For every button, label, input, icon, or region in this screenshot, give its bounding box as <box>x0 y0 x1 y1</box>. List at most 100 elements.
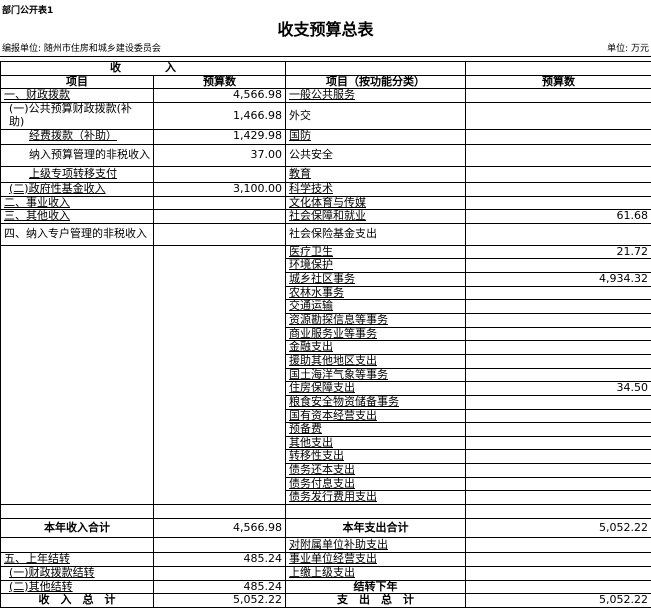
table-row: (一)财政拨款结转上缴上级支出 <box>1 567 651 581</box>
table-cell: 农林水事务 <box>286 286 466 300</box>
table-cell <box>466 327 651 341</box>
table-cell <box>466 223 651 245</box>
table-row <box>1 505 651 519</box>
table-cell <box>154 538 286 553</box>
table-cell: 援助其他地区支出 <box>286 354 466 368</box>
table-cell <box>466 395 651 409</box>
table-cell: 金融支出 <box>286 341 466 355</box>
table-cell <box>466 368 651 382</box>
table-cell <box>1 505 154 519</box>
table-cell: 国有资本经营支出 <box>286 409 466 423</box>
table-label: 部门公开表1 <box>0 0 651 14</box>
merged-empty-cell <box>154 245 286 504</box>
table-cell: 医疗卫生 <box>286 245 466 259</box>
table-cell: (一)公共预算财政拨款(补助) <box>1 103 154 129</box>
table-cell <box>466 286 651 300</box>
table-cell: (二)其他结转 <box>1 580 154 594</box>
table-cell: 事业单位经营支出 <box>286 553 466 567</box>
table-cell: 粮食安全物资储备事务 <box>286 395 466 409</box>
column-group-income: 收 入 <box>1 62 286 76</box>
table-cell <box>466 423 651 437</box>
column-header <box>466 62 651 76</box>
table-cell <box>154 196 286 210</box>
table-cell: 对附属单位补助支出 <box>286 538 466 553</box>
table-cell: 国土海洋气象等事务 <box>286 368 466 382</box>
table-cell <box>466 103 651 129</box>
table-cell: (一)财政拨款结转 <box>1 567 154 581</box>
table-cell: 国防 <box>286 129 466 144</box>
table-cell <box>466 182 651 196</box>
table-cell: 经费拨款（补助） <box>1 129 154 144</box>
table-cell: 1,429.98 <box>154 129 286 144</box>
table-cell: 其他支出 <box>286 436 466 450</box>
table-cell: 5,052.22 <box>466 594 651 608</box>
table-cell: 收 入 总 计 <box>1 594 154 608</box>
table-row: 收 入 <box>1 62 651 76</box>
table-cell: 4,566.98 <box>154 89 286 103</box>
column-header: 预算数 <box>154 75 286 89</box>
table-cell: 1,466.98 <box>154 103 286 129</box>
table-cell <box>466 89 651 103</box>
table-cell: 4,934.32 <box>466 273 651 287</box>
table-cell: 5,052.22 <box>466 519 651 538</box>
table-cell <box>466 300 651 314</box>
table-cell: 四、纳入专户管理的非税收入 <box>1 223 154 245</box>
table-cell: 4,566.98 <box>154 519 286 538</box>
table-cell <box>466 409 651 423</box>
table-cell: 债务付息支出 <box>286 477 466 491</box>
table-row: 项目预算数项目（按功能分类）预算数 <box>1 75 651 89</box>
table-cell: 商业服务业等事务 <box>286 327 466 341</box>
table-cell <box>466 341 651 355</box>
table-cell: 环境保护 <box>286 259 466 273</box>
table-cell: 34.50 <box>466 382 651 396</box>
table-cell <box>154 223 286 245</box>
table-cell: 二、事业收入 <box>1 196 154 210</box>
column-header <box>286 62 466 76</box>
table-cell <box>466 259 651 273</box>
table-cell <box>466 129 651 144</box>
table-cell: 61.68 <box>466 210 651 224</box>
table-cell: 住房保障支出 <box>286 382 466 396</box>
table-cell <box>466 580 651 594</box>
column-header: 项目（按功能分类） <box>286 75 466 89</box>
table-cell <box>154 166 286 182</box>
table-cell: 上级专项转移支付 <box>1 166 154 182</box>
unit-note: 单位: 万元 <box>607 41 649 54</box>
table-cell <box>466 538 651 553</box>
table-cell <box>154 505 286 519</box>
table-cell: 纳入预算管理的非税收入 <box>1 144 154 166</box>
table-cell <box>466 196 651 210</box>
table-cell: 支 出 总 计 <box>286 594 466 608</box>
table-cell: 结转下年 <box>286 580 466 594</box>
table-cell <box>466 436 651 450</box>
table-cell <box>466 144 651 166</box>
table-row: 四、纳入专户管理的非税收入社会保险基金支出 <box>1 223 651 245</box>
table-cell: 城乡社区事务 <box>286 273 466 287</box>
column-header: 预算数 <box>466 75 651 89</box>
table-cell: 5,052.22 <box>154 594 286 608</box>
table-cell <box>466 553 651 567</box>
table-cell: 社会保障和就业 <box>286 210 466 224</box>
table-cell <box>286 505 466 519</box>
table-cell: 债务还本支出 <box>286 464 466 478</box>
table-cell: 预备费 <box>286 423 466 437</box>
table-cell: (二)政府性基金收入 <box>1 182 154 196</box>
table-cell <box>466 464 651 478</box>
table-cell: 交通运输 <box>286 300 466 314</box>
table-row: 上级专项转移支付教育 <box>1 166 651 182</box>
table-cell <box>466 477 651 491</box>
table-cell: 转移性支出 <box>286 450 466 464</box>
table-cell: 一、财政拨款 <box>1 89 154 103</box>
